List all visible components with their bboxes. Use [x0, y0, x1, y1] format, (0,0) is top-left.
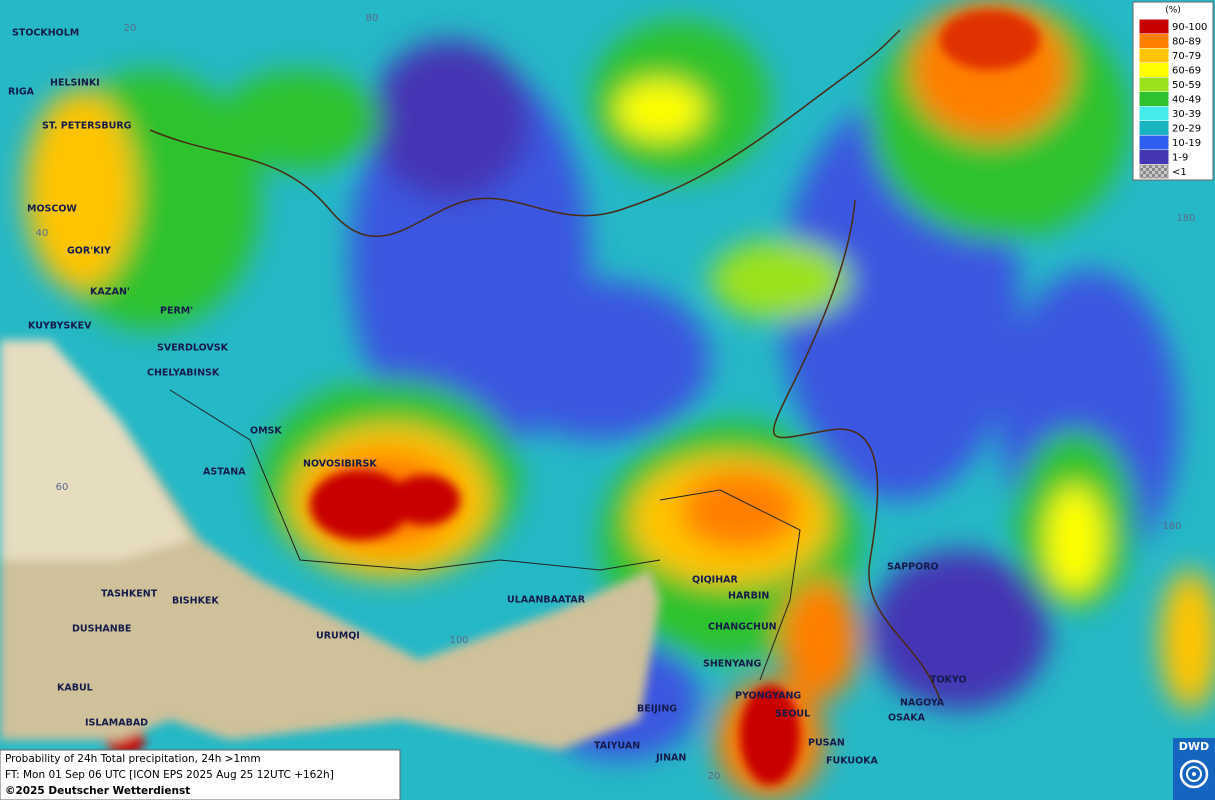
city-label: STOCKHOLM [12, 28, 79, 39]
city-label: PUSAN [808, 738, 845, 749]
legend-swatch [1139, 63, 1169, 77]
city-label: OMSK [250, 426, 282, 437]
city-label: GOR'KIY [67, 246, 111, 257]
city-label: ASTANA [203, 467, 246, 478]
city-label: PYONGYANG [735, 691, 801, 702]
legend-label: 70-79 [1172, 51, 1201, 62]
city-label: CHANGCHUN [708, 622, 777, 633]
legend-swatch [1139, 19, 1169, 34]
city-label: FUKUOKA [826, 756, 879, 767]
legend-swatch [1139, 121, 1169, 135]
city-labels: STOCKHOLM HELSINKI RIGA ST. PETERSBURG MOSCO… [8, 28, 967, 767]
city-label: SVERDLOVSK [157, 343, 229, 354]
grid-label: 160 [1162, 521, 1181, 532]
city-label: KUYBYSKEV [28, 321, 92, 332]
legend-label: 10-19 [1172, 138, 1201, 149]
footer-line: FT: Mon 01 Sep 06 UTC [ICON EPS 2025 Aug… [5, 769, 334, 781]
footer-line: Probability of 24h Total precipitation, … [5, 753, 261, 765]
legend-label: 40-49 [1172, 95, 1201, 106]
legend-title: (%) [1165, 6, 1181, 16]
legend-label: 90-100 [1172, 22, 1207, 33]
legend-swatch [1139, 92, 1169, 106]
city-label: SEOUL [775, 709, 810, 720]
city-label: TAIYUAN [594, 741, 640, 752]
city-label: HARBIN [728, 591, 769, 602]
grid-labels: 20 80 40 60 100 180 160 20 [36, 13, 1196, 782]
city-label: NAGOYA [900, 698, 945, 709]
legend-swatch [1139, 106, 1169, 121]
city-label: PERM' [160, 306, 193, 317]
grid-label: 40 [36, 228, 49, 239]
grid-label: 180 [1176, 213, 1195, 224]
city-label: HELSINKI [50, 78, 100, 89]
legend-label: 80-89 [1172, 37, 1201, 48]
legend: (%) 90-100 80-89 70-79 60-69 50-59 40-49 30-39… [1132, 1, 1214, 181]
legend-label: 30-39 [1172, 109, 1201, 120]
dwd-logo: DWD [1173, 738, 1215, 800]
grid-label: 20 [124, 23, 137, 34]
legend-label: 20-29 [1172, 124, 1201, 135]
city-label: KAZAN' [90, 287, 130, 298]
logo-swirl [1179, 759, 1209, 789]
legend-swatch [1139, 48, 1169, 63]
legend-label: 1-9 [1172, 153, 1188, 164]
city-label: RIGA [8, 87, 35, 98]
city-label: DUSHANBE [72, 624, 131, 635]
city-label: MOSCOW [27, 204, 77, 215]
footer-line: ©2025 Deutscher Wetterdienst [5, 785, 190, 797]
city-label: TASHKENT [101, 589, 158, 600]
legend-swatch [1139, 34, 1169, 48]
city-label: TOKYO [930, 675, 967, 686]
footer-box [0, 749, 401, 800]
legend-label: 50-59 [1172, 80, 1201, 91]
grid-label: 100 [449, 635, 468, 646]
city-label: KABUL [57, 683, 93, 694]
city-label: BISHKEK [172, 596, 219, 607]
footer: Probability of 24h Total precipitation, … [0, 749, 401, 800]
grid-label: 20 [708, 771, 721, 782]
legend-swatch [1139, 135, 1169, 150]
city-label: URUMQI [316, 631, 360, 642]
city-label: BEIJING [637, 704, 677, 715]
logo-box [1173, 738, 1215, 800]
city-label: SAPPORO [887, 562, 939, 573]
city-label: QIQIHAR [692, 575, 739, 586]
city-label: JINAN [655, 753, 686, 764]
logo-swirl [1192, 772, 1196, 776]
city-label: ISLAMABAD [85, 718, 148, 729]
city-label: NOVOSIBIRSK [303, 459, 377, 470]
city-label: SHENYANG [703, 659, 762, 670]
legend-swatch [1139, 164, 1169, 179]
grid-label: 80 [366, 13, 379, 24]
city-label: ST. PETERSBURG [42, 121, 132, 132]
legend-swatch [1139, 150, 1169, 164]
grid-label: 60 [56, 482, 69, 493]
city-label: OSAKA [888, 713, 926, 724]
legend-label: <1 [1172, 167, 1187, 178]
legend-label: 60-69 [1172, 66, 1201, 77]
logo-swirl [1186, 766, 1202, 782]
city-label: CHELYABINSK [147, 368, 220, 379]
legend-swatch [1139, 77, 1169, 92]
city-label: ULAANBAATAR [507, 595, 586, 606]
logo-text: DWD [1179, 740, 1209, 753]
